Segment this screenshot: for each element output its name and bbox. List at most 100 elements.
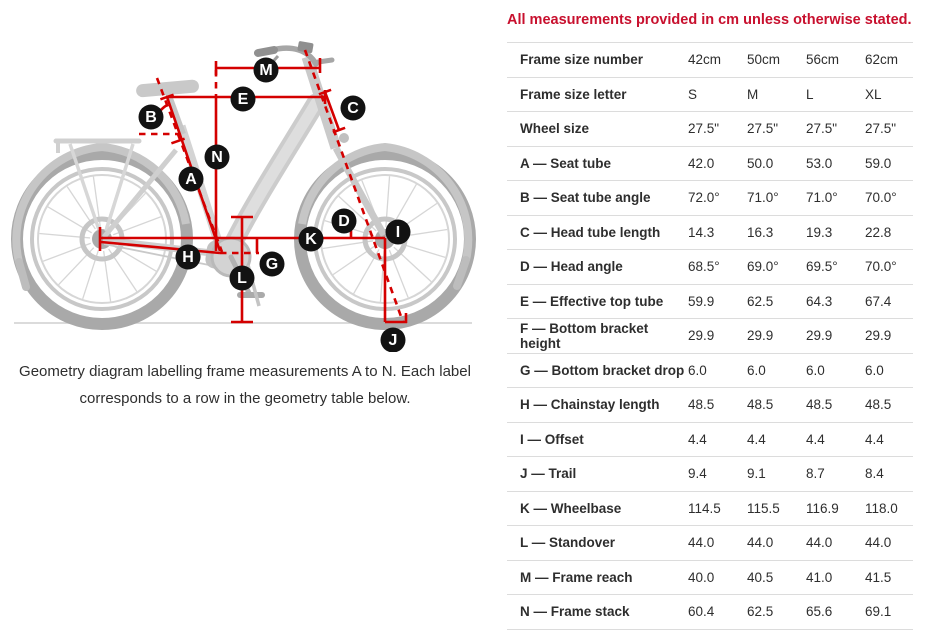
row-value: 41.5 (865, 569, 892, 585)
marker-J (380, 327, 406, 352)
row-label: J — Trail (520, 466, 577, 482)
marker-letter-A: A (185, 171, 197, 188)
marker-H (175, 244, 201, 270)
row-value: 72.0° (688, 190, 720, 206)
marker-M (253, 57, 279, 83)
row-value: 44.0 (747, 535, 774, 551)
row-value: 8.4 (865, 466, 884, 482)
marker-letter-J: J (389, 332, 398, 349)
geometry-row: F — Bottom bracket height 29.9 29.9 29.9 29.… (507, 319, 913, 354)
row-value: 6.0 (747, 362, 766, 378)
rear-fender (12, 142, 190, 291)
row-value: 62.5 (747, 293, 774, 309)
row-label: H — Chainstay length (520, 397, 660, 413)
row-value: 41.0 (806, 569, 833, 585)
row-value: 64.3 (806, 293, 833, 309)
marker-L (229, 265, 255, 291)
row-value: 118.0 (865, 500, 898, 516)
row-label: B — Seat tube angle (520, 190, 651, 206)
row-value: 116.9 (806, 500, 839, 516)
row-value: 14.3 (688, 224, 715, 240)
steering-axis (303, 49, 405, 323)
row-label: Frame size number (520, 52, 644, 68)
row-value: 59.9 (688, 293, 715, 309)
row-label: Frame size letter (520, 86, 627, 102)
row-value: 22.8 (865, 224, 892, 240)
frame (102, 55, 388, 307)
row-label: N — Frame stack (520, 604, 630, 620)
measurement-lines (98, 49, 408, 324)
row-value: 44.0 (688, 535, 715, 551)
marker-letter-C: C (347, 100, 359, 117)
row-value: 4.4 (865, 431, 884, 447)
saddle (136, 79, 199, 98)
geometry-row: D — Head angle 68.5° 69.0° 69.5° 70.0° (507, 250, 913, 285)
seat-tube (176, 124, 226, 253)
geometry-row: Frame size letter S M L XL (507, 78, 913, 112)
geometry-row: G — Bottom bracket drop 6.0 6.0 6.0 6.0 (507, 354, 913, 388)
row-value: 4.4 (747, 431, 766, 447)
row-value: 4.4 (688, 431, 707, 447)
row-label: E — Effective top tube (520, 293, 664, 309)
marker-letter-H: H (182, 249, 194, 266)
row-value: 50.0 (747, 155, 774, 171)
row-label: A — Seat tube (520, 155, 612, 171)
marker-D (331, 208, 357, 234)
row-value: 40.5 (747, 569, 774, 585)
row-value: 8.7 (806, 466, 825, 482)
row-value: XL (865, 86, 882, 102)
row-value: 67.4 (865, 293, 892, 309)
row-value: 62.5 (747, 604, 774, 620)
row-value: 29.9 (747, 328, 774, 344)
marker-K (298, 226, 324, 252)
fork (332, 146, 388, 237)
row-value: 62cm (865, 52, 899, 68)
row-value: S (688, 86, 698, 102)
row-value: 4.4 (806, 431, 825, 447)
geometry-row: I — Offset 4.4 4.4 4.4 4.4 (507, 423, 913, 457)
marker-G (259, 251, 285, 277)
row-value: 40.0 (688, 569, 715, 585)
row-label: C — Head tube length (520, 224, 661, 240)
row-value: 60.4 (688, 604, 715, 620)
row-value: 27.5" (806, 121, 838, 137)
geometry-table: Frame size number 42cm 50cm 56cm 62cm Frame s… (507, 42, 913, 630)
row-value: 70.0° (865, 259, 897, 275)
row-label: G — Bottom bracket drop (520, 362, 685, 378)
geometry-row: Frame size number 42cm 50cm 56cm 62cm (507, 43, 913, 78)
row-value: 50cm (747, 52, 781, 68)
measurement-markers: A B C D E G H I J K L M N (138, 57, 411, 352)
row-value: 29.9 (865, 328, 892, 344)
geometry-row: Wheel size 27.5" 27.5" 27.5" 27.5" (507, 112, 913, 147)
row-value: 42.0 (688, 155, 715, 171)
bike-geometry-diagram: A B C D E G H I J K L M N (11, 41, 476, 352)
display (297, 41, 314, 53)
geometry-row: K — Wheelbase 114.5 115.5 116.9 118.0 (507, 492, 913, 526)
marker-letter-M: M (259, 62, 272, 79)
row-value: 115.5 (747, 500, 780, 516)
diagram-panel: A B C D E G H I J K L M N Geometry diagram labelling… (0, 0, 490, 412)
front-fender (298, 142, 473, 290)
row-value: 70.0° (865, 190, 897, 206)
row-label: K — Wheelbase (520, 500, 622, 516)
row-value: 48.5 (747, 397, 774, 413)
row-label: D — Head angle (520, 259, 623, 275)
geometry-row: N — Frame stack 60.4 62.5 65.6 69.1 (507, 595, 913, 630)
row-label: L — Standover (520, 535, 616, 551)
marker-C (340, 95, 366, 121)
row-value: 71.0° (747, 190, 779, 206)
row-value: 27.5" (865, 121, 897, 137)
row-value: 68.5° (688, 259, 720, 275)
geometry-row: A — Seat tube 42.0 50.0 53.0 59.0 (507, 147, 913, 181)
geometry-table-panel: All measurements provided in cm unless o… (507, 10, 913, 630)
head-tube-line (323, 91, 341, 131)
row-value: 69.5° (806, 259, 838, 275)
geometry-row: M — Frame reach 40.0 40.5 41.0 41.5 (507, 561, 913, 595)
row-value: 16.3 (747, 224, 774, 240)
row-value: L (806, 86, 814, 102)
seatstay (102, 148, 178, 239)
marker-letter-G: G (266, 256, 278, 273)
marker-N (204, 144, 230, 170)
measurements-note: All measurements provided in cm unless o… (507, 12, 912, 28)
row-value: 6.0 (806, 362, 825, 378)
